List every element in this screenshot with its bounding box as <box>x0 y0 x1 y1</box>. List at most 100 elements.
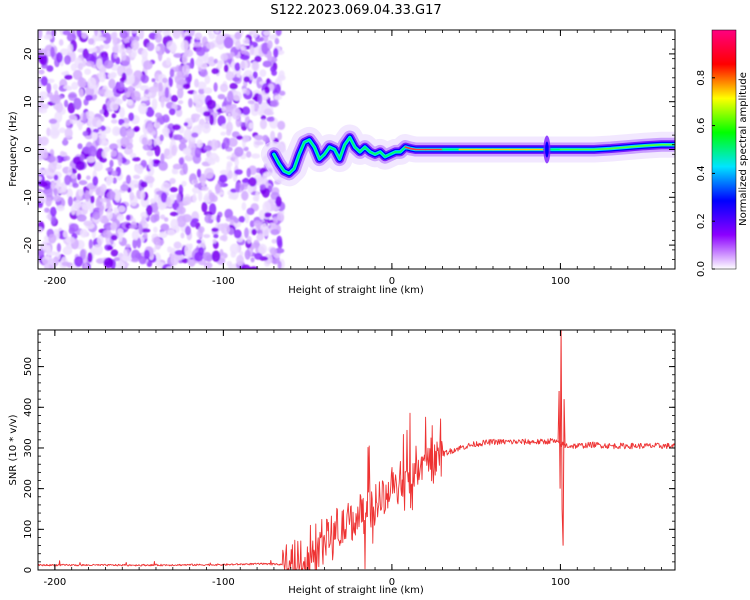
spectrogram-noise-blob <box>198 88 205 95</box>
spectrogram-noise-blob <box>279 90 286 96</box>
spectrogram-track-core <box>313 146 321 160</box>
spectrogram-noise-blob <box>138 223 143 235</box>
spectrogram-noise-blob <box>258 209 265 220</box>
spectrogram-noise-blob <box>239 54 250 60</box>
spectrogram-noise-blob <box>181 64 190 75</box>
spectrogram-noise-blob <box>117 214 125 222</box>
spectrogram-noise-blob <box>53 195 62 202</box>
spectrogram-noise-blob <box>224 64 229 73</box>
spectrogram-noise-blob <box>177 100 184 105</box>
spectrogram-track-core <box>273 153 280 165</box>
spectrogram-noise-blob <box>162 127 170 135</box>
spectrogram-noise-blob <box>130 49 137 58</box>
spectrogram-noise-blob <box>182 196 192 205</box>
spectrogram-noise-blob <box>114 192 121 203</box>
spectrogram-noise-blob <box>129 224 138 229</box>
spectrogram-noise-blob <box>140 85 147 91</box>
snr-line <box>38 412 675 570</box>
spectrogram-noise-blob <box>262 201 272 214</box>
spectrogram-noise-blob <box>98 71 106 83</box>
spectrogram-noise-blob <box>172 163 182 170</box>
spectrogram-noise-blob <box>125 47 133 54</box>
spectrogram-noise-blob <box>148 158 154 170</box>
spectrogram-noise-blob <box>239 60 249 70</box>
spectrogram-noise-blob <box>217 115 226 127</box>
spectrogram-noise-blob <box>44 207 50 213</box>
spectrogram-noise-blob <box>246 167 251 178</box>
spectrogram-noise-blob <box>113 207 118 215</box>
spectrogram-noise-blob <box>110 234 118 241</box>
spectrogram-noise-blob <box>65 119 71 126</box>
spectrogram-noise-blob <box>103 43 110 50</box>
spectrogram-noise-blob <box>92 128 100 133</box>
spectrogram-noise-blob <box>39 136 49 146</box>
spectrogram-noise-blob <box>241 202 247 211</box>
spectrogram-noise-blob <box>70 63 77 72</box>
spectrogram-noise-blob <box>66 262 73 268</box>
spectrogram-noise-blob <box>273 216 278 224</box>
spectrogram-y-tick-label: 10 <box>23 95 34 108</box>
spectrogram-noise-blob <box>134 164 144 174</box>
spectrogram-noise-blob <box>176 84 183 90</box>
spectrogram-noise-blob <box>254 55 262 63</box>
spectrogram-noise-blob <box>166 196 171 206</box>
spectrogram-noise-blob <box>261 187 270 198</box>
spectrogram-noise-blob <box>96 36 107 42</box>
spectrogram-noise-blob <box>152 30 163 34</box>
spectrogram-noise-blob <box>183 128 193 141</box>
spectrogram-noise-blob <box>85 61 95 67</box>
spectrogram-noise-blob <box>43 34 53 40</box>
spectrogram-noise-blob <box>82 130 89 137</box>
snr-x-tick-label: 100 <box>551 577 570 588</box>
spectrogram-noise-blob <box>118 231 123 243</box>
spectrogram-noise-blob <box>225 71 235 81</box>
spectrogram-noise-blob <box>79 88 84 98</box>
spectrogram-noise-blob <box>110 150 118 157</box>
spectrogram-noise-blob <box>252 195 258 202</box>
spectrogram-noise-blob <box>132 238 138 249</box>
spectrogram-noise-blob <box>209 114 215 126</box>
spectrogram-noise-blob <box>185 225 191 236</box>
spectrogram-y-tick-label: 20 <box>23 48 34 61</box>
spectrogram-noise-blob <box>221 234 228 242</box>
spectrogram-noise-blob <box>235 117 242 128</box>
spectrogram-noise-blob <box>179 201 184 213</box>
spectrogram-noise-blob <box>76 173 82 181</box>
spectrogram-noise-blob <box>76 214 87 222</box>
spectrogram-noise-blob <box>119 126 128 138</box>
snr-frame <box>37 329 676 571</box>
spectrogram-noise-blob <box>96 119 102 128</box>
spectrogram-noise-blob <box>162 114 170 123</box>
spectrogram-noise-blob <box>48 162 57 173</box>
spectrogram-noise-blob <box>201 186 209 192</box>
spectrogram-noise-blob <box>92 176 99 186</box>
spectrogram-noise-blob <box>140 159 147 168</box>
spectrogram-noise-blob <box>131 258 139 263</box>
spectrogram-noise-blob <box>195 101 203 113</box>
spectrogram-noise-blob <box>184 35 193 41</box>
spectrogram-noise-blob <box>111 170 118 177</box>
spectrogram-noise-blob <box>277 132 283 141</box>
spectrogram-noise-blob <box>67 196 73 207</box>
spectrogram-noise-blob <box>160 223 170 232</box>
spectrogram-noise-blob <box>131 39 140 51</box>
spectrogram-noise-blob <box>239 251 244 256</box>
spectrogram-noise-blob <box>157 49 163 62</box>
spectrogram-noise-blob <box>164 148 170 157</box>
spectrogram-noise-blob <box>121 51 127 61</box>
spectrogram-noise-blob <box>241 135 250 143</box>
spectrogram-noise-blob <box>131 230 139 241</box>
spectrogram-noise-blob <box>55 101 64 113</box>
spectrogram-noise-blob <box>227 113 232 123</box>
spectrogram-noise-blob <box>134 126 140 132</box>
snr-y-axis-label: SNR (10 * v/v) <box>8 414 19 485</box>
spectrogram-noise-blob <box>182 53 188 65</box>
spectrogram-noise-blob <box>203 262 213 269</box>
spectrogram-noise-blob <box>101 150 108 159</box>
snr-background <box>38 330 675 570</box>
spectrogram-noise-blob <box>153 226 158 233</box>
spectrogram-noise-blob <box>58 39 64 46</box>
spectrogram-noise-blob <box>159 202 168 209</box>
spectrogram-track-core <box>627 144 646 148</box>
